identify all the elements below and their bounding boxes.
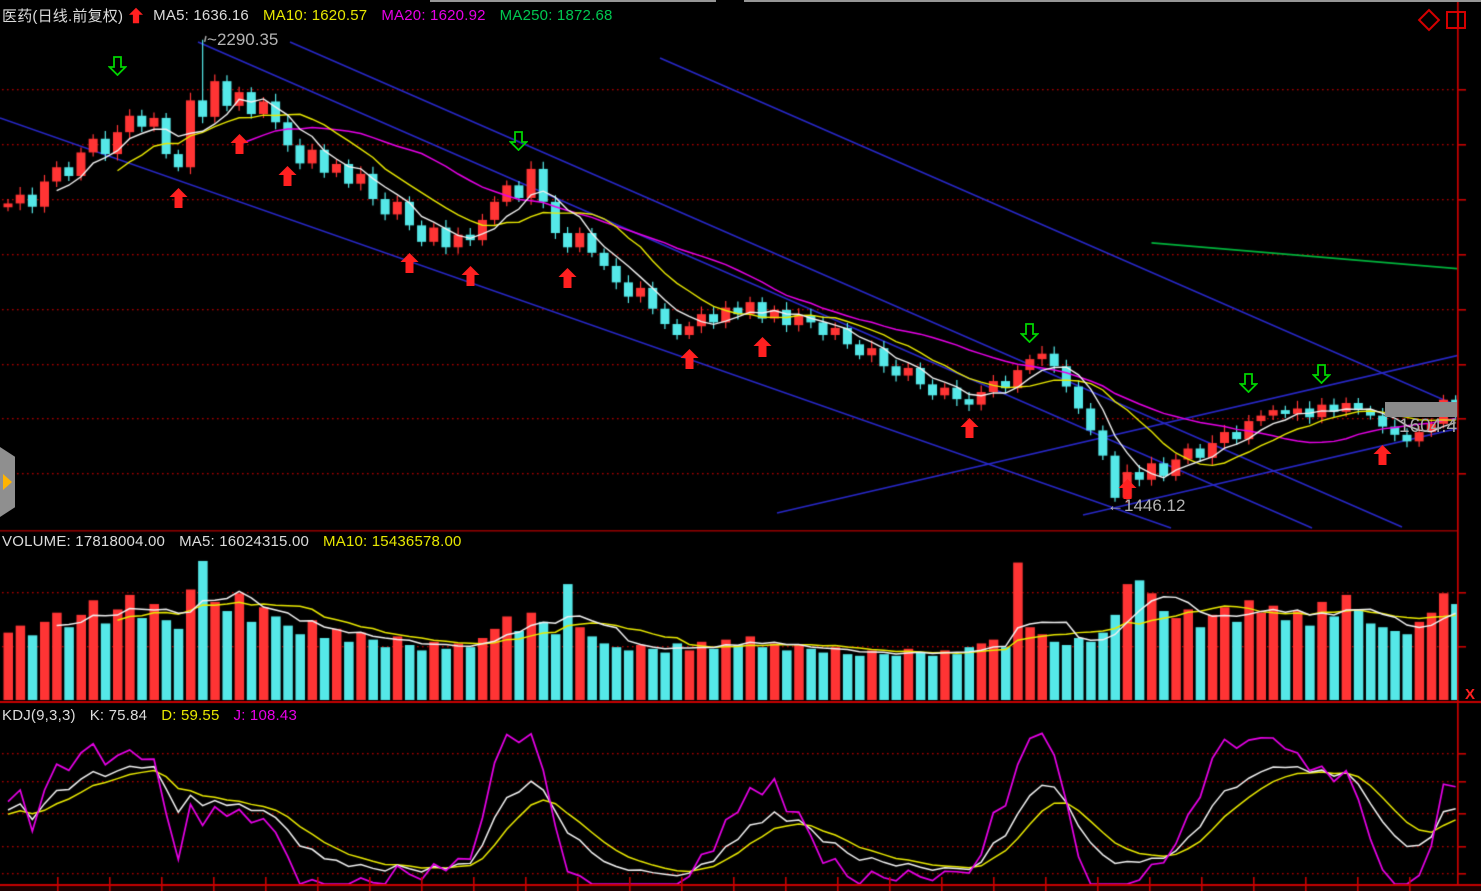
- buy-signal-arrow: [169, 188, 188, 209]
- kdj-d-label: D: 59.55: [161, 707, 220, 724]
- buy-signal-arrow: [1118, 478, 1137, 499]
- stock-title[interactable]: 医药(日线.前复权): [2, 8, 124, 25]
- kdj-j-label: J: 108.43: [233, 707, 298, 724]
- buy-signal-arrow: [753, 337, 772, 358]
- volume-value-label[interactable]: VOLUME: 17818004.00: [2, 533, 166, 550]
- peak-price-label: 2290.35: [216, 30, 279, 49]
- sell-signal-arrow: [1311, 364, 1332, 385]
- expand-triangle-icon: [3, 474, 12, 490]
- buy-signal-arrow: [461, 265, 480, 286]
- peak-marker: ~: [207, 30, 217, 49]
- main-pane-header: 医药(日线.前复权) MA5: 1636.16 MA10: 1620.57 MA…: [2, 5, 627, 26]
- peak-price-annotation: ~2290.35: [207, 30, 278, 50]
- sell-signal-arrow: [1238, 372, 1260, 393]
- ma10-value-label: MA10: 1620.57: [262, 7, 368, 24]
- split-window-icon[interactable]: [1446, 11, 1466, 29]
- kdj-close-button[interactable]: X: [1465, 686, 1476, 703]
- ma5-value-label: MA5: 1636.16: [153, 7, 249, 24]
- buy-signal-arrow: [278, 166, 297, 187]
- volume-ma5-label: MA5: 16024315.00: [179, 533, 310, 550]
- kdj-k-label: K: 75.84: [89, 707, 148, 724]
- sell-signal-arrow: [107, 56, 128, 77]
- low-marker-arrow: ←: [1107, 496, 1124, 515]
- date-axis: [0, 884, 1481, 891]
- volume-ma10-label: MA10: 15436578.00: [323, 533, 462, 550]
- buy-signal-arrow: [230, 134, 249, 155]
- low-price-annotation: ←1446.12: [1107, 496, 1185, 516]
- sidebar-expand-handle[interactable]: [0, 447, 15, 517]
- buy-signal-arrow: [680, 349, 699, 370]
- sell-signal-arrow: [508, 131, 530, 152]
- last-price-label: 1604.4: [1399, 416, 1458, 437]
- ma20-value-label: MA20: 1620.92: [381, 7, 486, 24]
- kdj-pane-header: KDJ(9,3,3) K: 75.84 D: 59.55 J: 108.43: [2, 707, 311, 724]
- buy-signal-arrow: [960, 418, 979, 439]
- ma250-value-label: MA250: 1872.68: [499, 7, 613, 24]
- window-top-border: [744, 0, 1481, 2]
- buy-signal-arrow: [1373, 444, 1392, 465]
- kdj-indicator-label[interactable]: KDJ(9,3,3): [2, 707, 76, 724]
- volume-pane-header: VOLUME: 17818004.00 MA5: 16024315.00 MA1…: [2, 533, 476, 550]
- last-price-tag: [1385, 402, 1457, 417]
- buy-signal-arrow: [400, 252, 419, 273]
- low-price-label: 1446.12: [1124, 496, 1186, 515]
- window-top-border: [430, 0, 716, 2]
- up-arrow-icon: [129, 7, 144, 24]
- sell-signal-arrow: [1019, 323, 1041, 344]
- buy-signal-arrow: [558, 268, 577, 289]
